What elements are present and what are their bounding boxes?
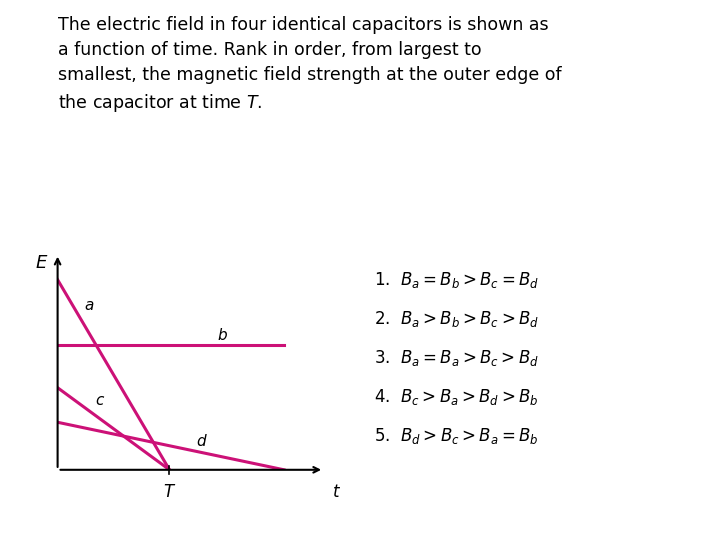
Text: d: d	[196, 434, 206, 449]
Text: 1.  $B_a = B_b > B_c = B_d$: 1. $B_a = B_b > B_c = B_d$	[374, 270, 539, 290]
Text: c: c	[95, 393, 103, 408]
Text: 4.  $B_c > B_a > B_d > B_b$: 4. $B_c > B_a > B_d > B_b$	[374, 387, 539, 407]
Text: 5.  $B_d > B_c > B_a = B_b$: 5. $B_d > B_c > B_a = B_b$	[374, 426, 539, 446]
Text: 2.  $B_a > B_b > B_c > B_d$: 2. $B_a > B_b > B_c > B_d$	[374, 309, 539, 329]
Text: The electric field in four identical capacitors is shown as
a function of time. : The electric field in four identical cap…	[58, 16, 561, 114]
Text: b: b	[217, 328, 227, 343]
Text: $t$: $t$	[332, 483, 341, 501]
Text: a: a	[84, 298, 94, 313]
Text: 3.  $B_a = B_a > B_c > B_d$: 3. $B_a = B_a > B_c > B_d$	[374, 348, 539, 368]
Text: $E$: $E$	[35, 254, 48, 272]
Text: $T$: $T$	[163, 483, 176, 501]
